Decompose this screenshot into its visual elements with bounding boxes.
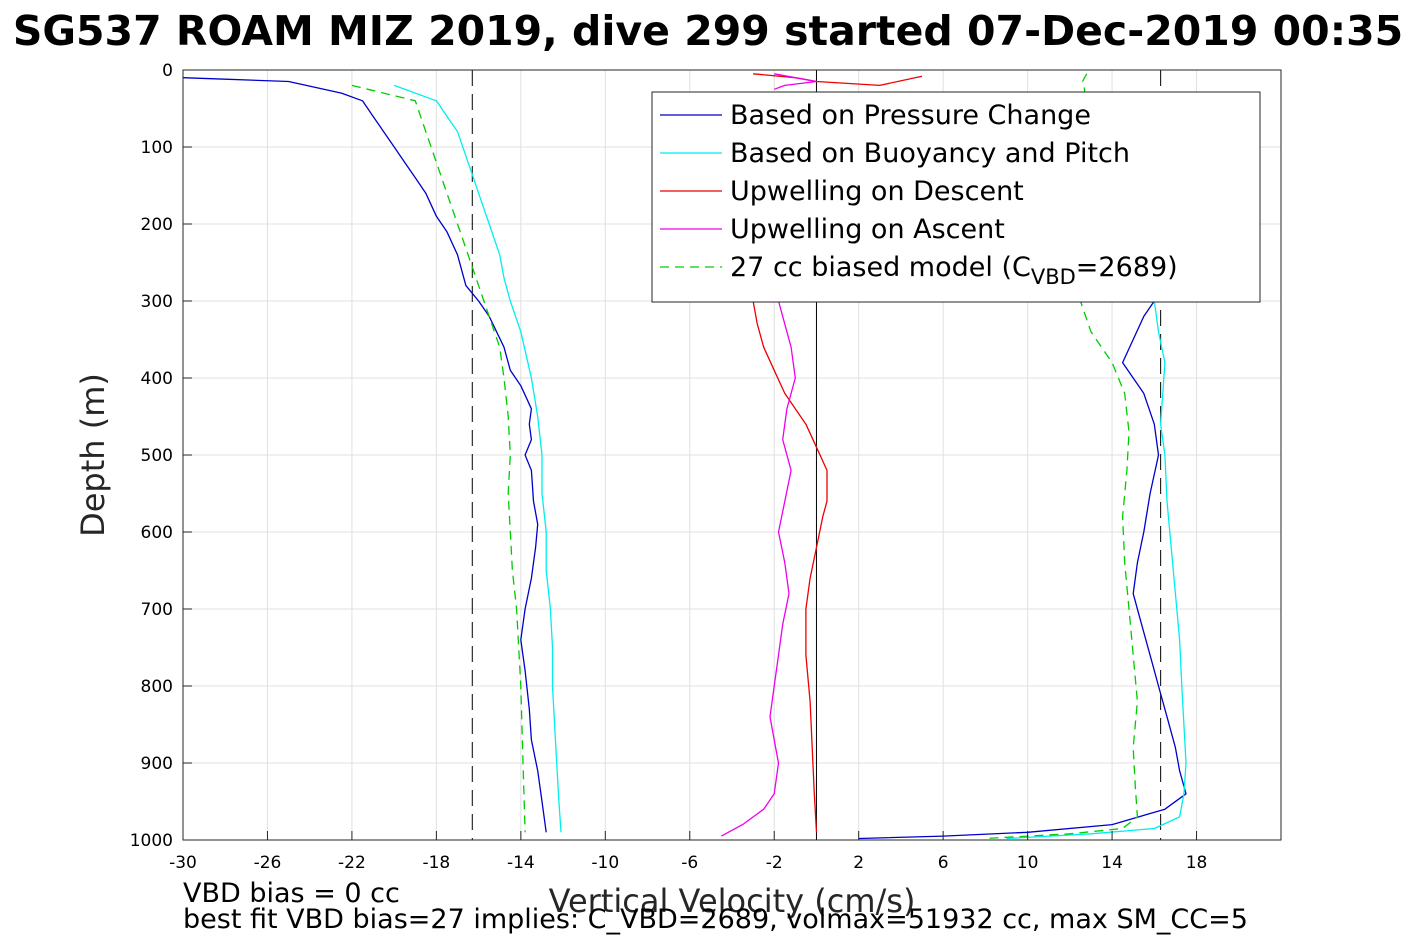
series-group [182,73,1187,840]
y-tick-label: 100 [141,138,173,158]
x-tick-label: 10 [1017,853,1039,873]
y-axis-label: Depth (m) [74,373,112,537]
y-tick-label: 0 [162,61,173,81]
x-ticks: -30 -26 -22 -18 -14 -10 -6 -2 2 6 10 14 18 [169,831,1207,873]
x-tick-label: -22 [338,853,366,873]
x-tick-label: 18 [1186,853,1208,873]
y-tick-label: 600 [141,523,173,543]
x-tick-label: 2 [853,853,864,873]
series-line-4-segment-2 [773,73,818,90]
series-line-5 [351,84,526,833]
y-tick-label: 200 [141,215,173,235]
x-tick-label: 6 [938,853,949,873]
y-tick-label: 900 [141,754,173,774]
legend-label-3: Upwelling on Descent [730,176,1024,207]
x-tick-label: -10 [591,853,619,873]
x-tick-label: -30 [169,853,197,873]
x-tick-label: -14 [507,853,535,873]
series-line-3 [752,300,828,833]
series-line-5-segment-2 [985,73,1139,840]
y-tick-label: 500 [141,446,173,466]
series-line-2-segment-2 [1006,300,1187,840]
annotation-vbd-bias: VBD bias = 0 cc [183,878,400,909]
legend-label-2: Based on Buoyancy and Pitch [730,138,1130,169]
series-line-1 [182,77,547,833]
annotation-best-fit: best fit VBD bias=27 implies: C_VBD=2689… [183,904,1248,935]
legend-label-1: Based on Pressure Change [730,100,1091,131]
legend: Based on Pressure Change Based on Buoyanc… [651,91,1261,303]
x-axis-label: Vertical Velocity (cm/s) [549,882,916,920]
y-tick-label: 800 [141,677,173,697]
legend-label-4: Upwelling on Ascent [730,214,1005,245]
y-tick-label: 1000 [130,831,173,851]
series-line-2 [393,84,562,833]
chart-title: SG537 ROAM MIZ 2019, dive 299 started 07… [13,7,1403,55]
legend-label-5: 27 cc biased model (CVBD=2689) [730,252,1178,289]
y-ticks: 0 100 200 300 400 500 600 700 800 900 1000 [130,61,192,851]
y-tick-label: 700 [141,600,173,620]
series-line-1-segment-2 [858,300,1187,840]
y-tick-label: 300 [141,292,173,312]
y-tick-label: 400 [141,369,173,389]
x-tick-label: 14 [1101,853,1123,873]
x-tick-label: -2 [766,853,783,873]
x-tick-label: -18 [422,853,450,873]
series-line-4 [721,300,796,837]
x-tick-label: -26 [254,853,282,873]
legend-box [651,91,1261,303]
x-tick-label: -6 [681,853,698,873]
